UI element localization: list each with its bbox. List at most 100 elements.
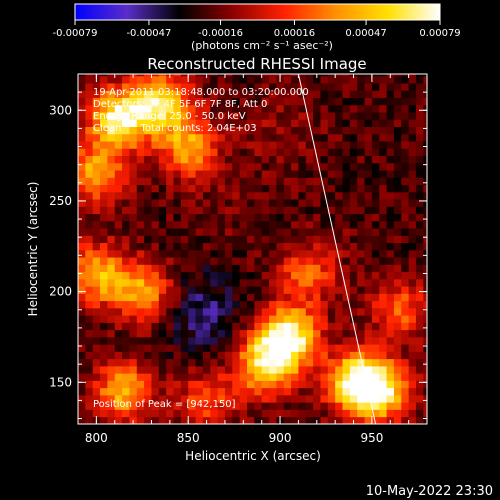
heatmap-cell	[269, 278, 277, 287]
heatmap-cell	[180, 278, 189, 287]
heatmap-cell	[224, 278, 233, 287]
heatmap-cell	[151, 242, 160, 251]
heatmap-cell	[254, 199, 263, 207]
heatmap-cell	[423, 141, 427, 149]
heatmap-cell	[276, 228, 285, 236]
heatmap-cell	[283, 300, 292, 309]
heatmap-cell	[151, 249, 160, 258]
heatmap-cell	[335, 373, 343, 381]
heatmap-cell	[166, 242, 174, 251]
heatmap-cell	[224, 104, 233, 113]
heatmap-cell	[85, 387, 94, 396]
heatmap-cell	[291, 199, 299, 207]
heatmap-cell	[239, 235, 248, 244]
heatmap-cell	[92, 191, 101, 200]
heatmap-cell	[202, 387, 211, 396]
heatmap-cell	[195, 104, 204, 113]
heatmap-cell	[129, 104, 138, 113]
heatmap-cell	[173, 133, 182, 142]
heatmap-cell	[254, 235, 263, 244]
heatmap-cell	[408, 112, 417, 120]
heatmap-cell	[291, 141, 299, 149]
heatmap-cell	[379, 104, 387, 113]
heatmap-cell	[239, 148, 248, 156]
heatmap-cell	[210, 242, 218, 251]
heatmap-cell	[202, 300, 211, 309]
heatmap-cell	[327, 402, 336, 410]
heatmap-cell	[401, 112, 410, 120]
heatmap-cell	[217, 264, 226, 273]
heatmap-cell	[261, 351, 270, 360]
heatmap-cell	[85, 155, 94, 164]
heatmap-cell	[269, 394, 277, 403]
heatmap-cell	[269, 90, 277, 98]
heatmap-cell	[92, 220, 101, 229]
heatmap-cell	[173, 344, 182, 352]
heatmap-cell	[114, 119, 123, 127]
heatmap-cell	[210, 148, 218, 156]
heatmap-cell	[357, 344, 365, 352]
heatmap-cell	[335, 170, 343, 178]
heatmap-cell	[210, 184, 218, 193]
heatmap-cell	[313, 293, 321, 302]
heatmap-cell	[269, 307, 277, 316]
heatmap-cell	[195, 358, 204, 367]
heatmap-cell	[246, 148, 255, 156]
heatmap-cell	[320, 336, 329, 345]
heatmap-cell	[393, 300, 402, 309]
heatmap-cells	[78, 74, 427, 424]
heatmap-cell	[173, 336, 182, 345]
heatmap-cell	[393, 213, 402, 222]
heatmap-cell	[239, 271, 248, 280]
heatmap-cell	[92, 264, 101, 273]
heatmap-cell	[357, 75, 365, 84]
heatmap-cell	[320, 162, 329, 171]
heatmap-cell	[232, 329, 241, 338]
heatmap-cell	[100, 184, 108, 193]
heatmap-cell	[166, 336, 174, 345]
heatmap-cell	[246, 322, 255, 331]
heatmap-cell	[180, 119, 189, 127]
heatmap-cell	[408, 184, 417, 193]
heatmap-cell	[254, 104, 263, 113]
heatmap-cell	[78, 416, 86, 424]
heatmap-cell	[327, 329, 336, 338]
heatmap-cell	[298, 278, 307, 287]
heatmap-cell	[114, 293, 123, 302]
heatmap-cell	[246, 177, 255, 186]
heatmap-cell	[291, 387, 299, 396]
heatmap-cell	[188, 351, 196, 360]
heatmap-cell	[320, 394, 329, 403]
heatmap-cell	[335, 126, 343, 135]
heatmap-cell	[357, 380, 365, 389]
heatmap-cell	[291, 155, 299, 164]
heatmap-cell	[261, 177, 270, 186]
heatmap-cell	[298, 416, 307, 424]
heatmap-cell	[401, 148, 410, 156]
y-tick-label: 200	[49, 285, 72, 299]
heatmap-cell	[173, 242, 182, 251]
heatmap-cell	[151, 228, 160, 236]
heatmap-cell	[291, 286, 299, 294]
heatmap-cell	[246, 126, 255, 135]
heatmap-cell	[232, 235, 241, 244]
heatmap-cell	[78, 293, 86, 302]
heatmap-cell	[401, 83, 410, 91]
heatmap-cell	[232, 133, 241, 142]
heatmap-cell	[371, 307, 380, 316]
heatmap-cell	[415, 104, 424, 113]
heatmap-cell	[224, 322, 233, 331]
heatmap-cell	[379, 344, 387, 352]
heatmap-cell	[313, 112, 321, 120]
heatmap-cell	[129, 278, 138, 287]
heatmap-cell	[342, 293, 351, 302]
heatmap-cell	[276, 373, 285, 381]
heatmap-cell	[283, 90, 292, 98]
heatmap-cell	[151, 148, 160, 156]
heatmap-cell	[349, 97, 358, 106]
heatmap-cell	[78, 300, 86, 309]
heatmap-cell	[276, 90, 285, 98]
heatmap-cell	[78, 249, 86, 258]
heatmap-cell	[401, 235, 410, 244]
heatmap-cell	[291, 206, 299, 215]
